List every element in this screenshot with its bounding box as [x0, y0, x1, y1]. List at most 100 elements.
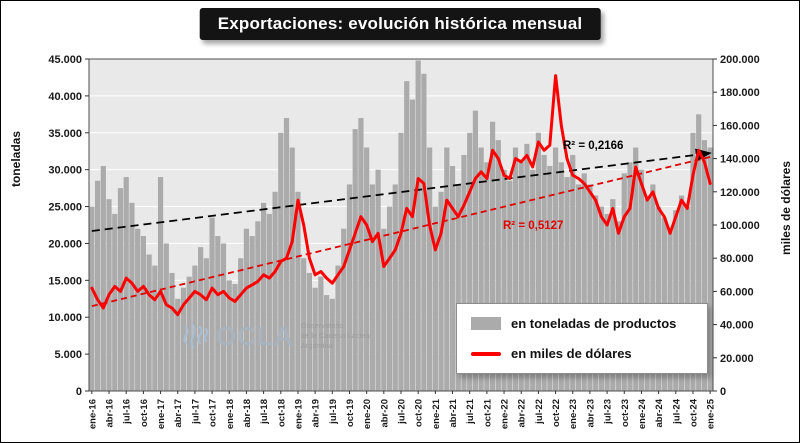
bar	[530, 169, 536, 391]
svg-text:20.000: 20.000	[720, 353, 754, 365]
svg-text:abr-20: abr-20	[379, 399, 390, 428]
bar	[427, 147, 433, 391]
svg-text:jul-17: jul-17	[190, 399, 201, 425]
svg-text:20.000: 20.000	[48, 238, 82, 250]
svg-text:jul-21: jul-21	[465, 398, 476, 425]
svg-text:30.000: 30.000	[48, 165, 82, 177]
svg-text:60.000: 60.000	[720, 286, 754, 298]
bar	[94, 180, 101, 391]
bar	[707, 147, 713, 391]
bar	[289, 147, 295, 391]
bar	[157, 177, 164, 391]
svg-text:5.000: 5.000	[54, 349, 82, 361]
bar	[598, 206, 604, 391]
svg-text:40.000: 40.000	[48, 91, 82, 103]
bar	[484, 162, 490, 391]
bar	[501, 169, 507, 391]
bar	[421, 73, 427, 391]
bar	[404, 81, 410, 391]
svg-text:180.000: 180.000	[720, 87, 760, 99]
bar	[135, 228, 141, 391]
svg-text:10.000: 10.000	[48, 312, 82, 324]
bar	[478, 147, 484, 391]
bar	[604, 213, 610, 391]
bar	[449, 165, 456, 391]
dollars-trendline	[91, 156, 711, 308]
svg-text:abr-17: abr-17	[173, 399, 184, 428]
svg-text:45.000: 45.000	[48, 54, 82, 66]
bar	[644, 199, 650, 391]
svg-text:ene-22: ene-22	[500, 399, 511, 429]
bar	[175, 298, 181, 391]
bar	[100, 165, 106, 391]
bar	[266, 213, 272, 391]
svg-text:abr-16: abr-16	[105, 399, 116, 428]
svg-text:abr-24: abr-24	[654, 398, 665, 427]
bar	[610, 199, 616, 391]
svg-text:oct-20: oct-20	[414, 399, 425, 427]
bar	[570, 154, 576, 391]
left-axis-ticks: 0 5.000 10.000 15.000 20.000 25.000 30.000 35.0…	[48, 54, 89, 398]
svg-text:jul-16: jul-16	[122, 399, 133, 425]
bar	[220, 243, 227, 391]
bar	[495, 140, 501, 391]
bar	[638, 169, 645, 391]
svg-text:0: 0	[720, 386, 726, 398]
bar	[398, 132, 404, 391]
bar	[312, 287, 318, 391]
svg-text:jul-18: jul-18	[259, 399, 270, 425]
svg-text:oct-16: oct-16	[139, 399, 150, 427]
bar	[261, 202, 267, 391]
bar	[198, 247, 204, 391]
bar	[701, 140, 708, 391]
bar	[518, 162, 524, 391]
bar	[409, 99, 416, 392]
r2-tonnes-annotation: R² = 0,2166	[563, 140, 624, 152]
bar	[346, 184, 353, 391]
svg-text:15.000: 15.000	[48, 275, 82, 287]
bar	[89, 206, 95, 391]
bar	[673, 210, 679, 391]
bar	[295, 191, 301, 391]
bar	[461, 154, 467, 391]
svg-text:oct-22: oct-22	[551, 399, 562, 427]
svg-text:oct-24: oct-24	[688, 398, 699, 427]
x-axis-ticks: ene-16 abr-16 jul-16 oct-16 ene-17 abr-17 jul-…	[87, 391, 717, 429]
bar	[335, 265, 341, 391]
bar	[358, 118, 364, 392]
bar	[215, 236, 221, 391]
svg-text:ene-25: ene-25	[706, 398, 717, 429]
bar	[650, 184, 656, 391]
bar	[243, 228, 250, 391]
svg-text:jul-23: jul-23	[603, 399, 614, 425]
bar	[152, 265, 158, 391]
svg-text:ene-20: ene-20	[362, 399, 373, 429]
bar	[444, 147, 450, 391]
bar	[587, 184, 593, 391]
chart-legend: en toneladas de productos en miles de dó…	[456, 303, 708, 374]
bar	[593, 195, 599, 391]
svg-text:abr-21: abr-21	[448, 398, 459, 427]
svg-text:120.000: 120.000	[720, 187, 760, 199]
svg-text:ene-21: ene-21	[431, 398, 442, 429]
svg-text:25.000: 25.000	[48, 202, 82, 214]
svg-text:oct-21: oct-21	[482, 398, 493, 427]
bar	[564, 177, 570, 391]
svg-text:140.000: 140.000	[720, 154, 760, 166]
bar	[169, 272, 175, 391]
bar	[535, 132, 541, 391]
bar	[301, 258, 307, 391]
bar	[512, 147, 519, 391]
bar	[323, 295, 330, 391]
bar	[192, 265, 198, 391]
bar	[238, 258, 244, 391]
svg-text:jul-19: jul-19	[328, 399, 339, 425]
svg-text:ene-23: ene-23	[568, 399, 579, 429]
svg-text:200.000: 200.000	[720, 54, 760, 66]
tonnes-legend-label: en toneladas de productos	[511, 316, 677, 331]
bar	[472, 110, 479, 392]
bar	[341, 228, 347, 391]
svg-text:abr-22: abr-22	[517, 399, 528, 428]
bar	[146, 254, 152, 391]
